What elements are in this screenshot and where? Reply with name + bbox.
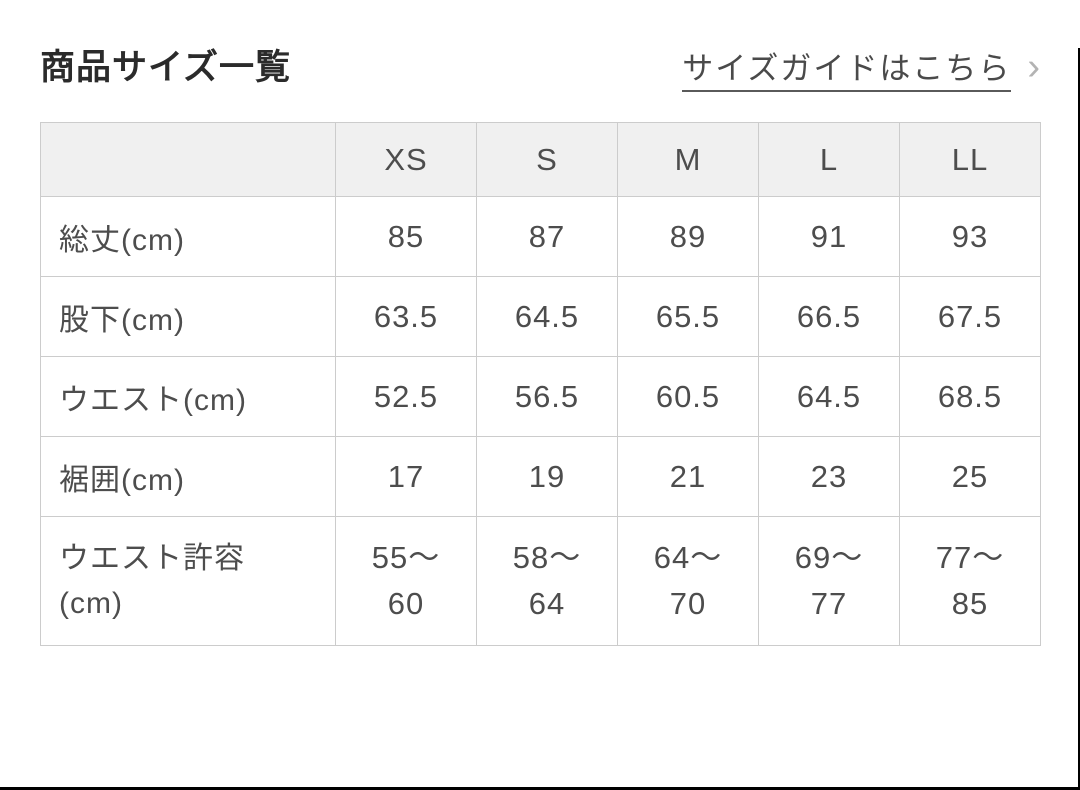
table-header-row: XS S M L LL [40,122,1041,198]
column-header-m: M [617,122,759,198]
size-value-cell: 17 [335,436,477,518]
size-guide-link[interactable]: サイズガイドはこちら [682,51,1012,93]
size-value-cell: 65.5 [617,276,759,358]
row-label: 総丈(cm) [40,196,336,278]
table-row-total-length: 総丈(cm) 85 87 89 91 93 [40,196,1041,278]
size-value-cell: 91 [758,196,900,278]
table-row-hem: 裾囲(cm) 17 19 21 23 25 [40,436,1041,518]
size-value-cell: 58〜 64 [476,516,618,647]
product-size-section: 商品サイズ一覧 サイズガイドはこちら › XS S M L LL 総丈(cm) … [0,46,1080,790]
size-value-cell: 89 [617,196,759,278]
photo-edge-right [1078,48,1080,790]
column-header-xs: XS [335,122,477,198]
table-row-waist-allowance: ウエスト許容 (cm) 55〜 60 58〜 64 64〜 70 69〜 77 … [40,516,1041,647]
size-value-cell: 85 [335,196,477,278]
size-value-cell: 77〜 85 [899,516,1041,647]
row-label: ウエスト許容 (cm) [40,516,336,647]
row-label: 裾囲(cm) [40,436,336,518]
size-guide-link-group[interactable]: サイズガイドはこちら › [682,46,1040,93]
size-value-cell: 64〜 70 [617,516,759,647]
row-label: 股下(cm) [40,276,336,358]
size-value-cell: 69〜 77 [758,516,900,647]
size-value-cell: 52.5 [335,356,477,438]
size-value-cell: 93 [899,196,1041,278]
column-header-s: S [476,122,618,198]
size-value-cell: 55〜 60 [335,516,477,647]
size-value-cell: 87 [476,196,618,278]
size-value-cell: 19 [476,436,618,518]
size-value-cell: 21 [617,436,759,518]
section-header: 商品サイズ一覧 サイズガイドはこちら › [40,46,1040,93]
size-value-cell: 60.5 [617,356,759,438]
chevron-right-icon: › [1027,46,1040,88]
size-value-cell: 64.5 [758,356,900,438]
size-value-cell: 67.5 [899,276,1041,358]
column-header-l: L [758,122,900,198]
column-header-ll: LL [899,122,1041,198]
page-title: 商品サイズ一覧 [40,48,291,87]
size-value-cell: 63.5 [335,276,477,358]
row-label: ウエスト(cm) [40,356,336,438]
table-corner-cell [40,122,336,198]
size-value-cell: 66.5 [758,276,900,358]
size-value-cell: 25 [899,436,1041,518]
size-table: XS S M L LL 総丈(cm) 85 87 89 91 93 股下(cm)… [40,122,1041,647]
size-value-cell: 23 [758,436,900,518]
table-row-inseam: 股下(cm) 63.5 64.5 65.5 66.5 67.5 [40,276,1041,358]
size-value-cell: 68.5 [899,356,1041,438]
size-value-cell: 64.5 [476,276,618,358]
table-row-waist: ウエスト(cm) 52.5 56.5 60.5 64.5 68.5 [40,356,1041,438]
size-value-cell: 56.5 [476,356,618,438]
